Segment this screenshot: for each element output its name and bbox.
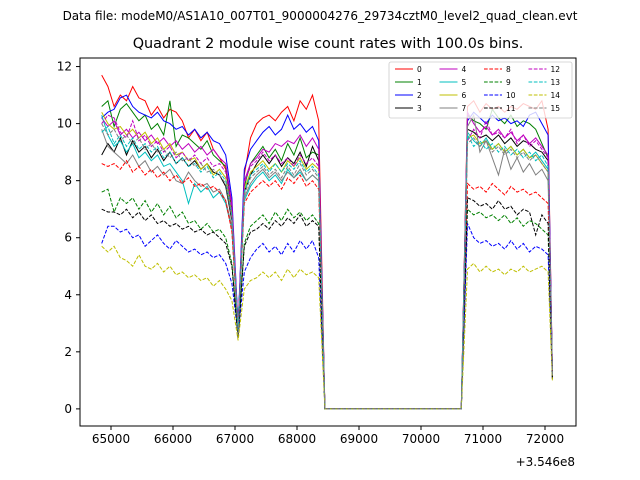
legend-label-14: 14	[551, 91, 561, 100]
series-line-14	[101, 245, 553, 410]
series-line-9	[101, 188, 553, 410]
legend-label-15: 15	[551, 104, 561, 113]
y-tick-label: 6	[64, 231, 72, 245]
y-tick-label: 10	[57, 117, 72, 131]
series-line-8	[101, 159, 553, 410]
series-line-11	[101, 197, 553, 410]
y-tick-label: 0	[64, 402, 72, 416]
y-axis: 0 2 4 6 8 10 12	[57, 60, 80, 416]
legend-label-10: 10	[506, 91, 516, 100]
legend-label-11: 11	[506, 104, 516, 113]
x-tick-label: 71000	[464, 432, 502, 446]
series-line-3	[101, 128, 553, 410]
legend-label-0: 0	[417, 65, 422, 74]
series-line-2	[101, 94, 553, 410]
chart-supertitle: Data file: modeM0/AS1A10_007T01_90000042…	[63, 9, 578, 23]
x-tick-label: 70000	[402, 432, 440, 446]
legend-label-3: 3	[417, 104, 422, 113]
chart-title: Quadrant 2 module wise count rates with …	[133, 36, 524, 52]
legend-label-1: 1	[417, 78, 422, 87]
legend-label-9: 9	[506, 78, 511, 87]
x-tick-label: 67000	[216, 432, 254, 446]
series-line-6	[101, 111, 553, 410]
legend-label-12: 12	[551, 65, 561, 74]
legend-frame	[388, 61, 573, 119]
y-tick-label: 2	[64, 345, 72, 359]
legend-label-4: 4	[462, 65, 467, 74]
legend-label-5: 5	[462, 78, 467, 87]
x-offset-label: +3.546e8	[516, 455, 575, 469]
legend-label-8: 8	[506, 65, 511, 74]
x-tick-label: 72000	[526, 432, 564, 446]
series-line-13	[101, 125, 553, 410]
series-line-4	[101, 110, 553, 410]
x-tick-label: 65000	[92, 432, 130, 446]
x-tick-label: 69000	[340, 432, 378, 446]
legend-label-6: 6	[462, 91, 467, 100]
y-tick-label: 4	[64, 288, 72, 302]
series-layer	[101, 74, 553, 410]
series-line-15	[101, 123, 553, 410]
series-line-7	[101, 113, 553, 410]
x-tick-label: 68000	[278, 432, 316, 446]
x-tick-label: 66000	[154, 432, 192, 446]
series-line-10	[101, 223, 553, 410]
axes-frame	[79, 57, 577, 427]
legend-label-7: 7	[462, 104, 467, 113]
x-axis: 65000 66000 67000 68000 69000 70000 71000 72000	[92, 426, 564, 446]
y-tick-label: 8	[64, 174, 72, 188]
series-line-12	[101, 114, 553, 410]
y-tick-label: 12	[57, 60, 72, 74]
legend-label-13: 13	[551, 78, 561, 87]
legend-label-2: 2	[417, 91, 422, 100]
